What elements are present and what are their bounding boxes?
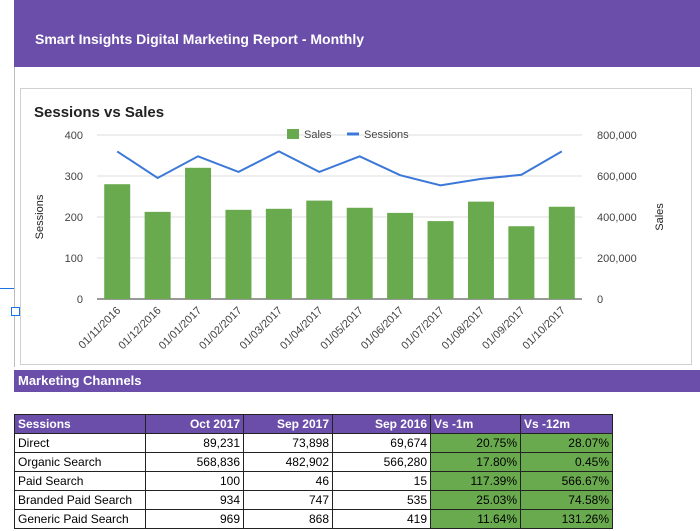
- col-header-vs-1m[interactable]: Vs -1m: [430, 414, 521, 434]
- col-header-oct-2017[interactable]: Oct 2017: [145, 414, 244, 434]
- table-header-row: Sessions Oct 2017 Sep 2017 Sep 2016 Vs -…: [14, 414, 613, 434]
- vs-1m-value[interactable]: 25.03%: [430, 490, 521, 510]
- vs-12m-value[interactable]: 131.26%: [520, 509, 613, 529]
- vs-12m-value[interactable]: 0.45%: [520, 452, 613, 472]
- vs-12m-value[interactable]: 566.67%: [520, 471, 613, 491]
- x-tick-label: 01/04/2017: [278, 305, 325, 352]
- chart-title: Sessions vs Sales: [34, 104, 164, 121]
- x-tick-label: 01/05/2017: [318, 305, 365, 352]
- sep-2017-value[interactable]: 482,902: [243, 452, 333, 472]
- x-tick-label: 01/02/2017: [197, 305, 244, 352]
- sessions-line: [116, 150, 563, 187]
- vs-1m-value[interactable]: 11.64%: [430, 509, 521, 529]
- y-tick-label: 300: [65, 171, 83, 183]
- vs-1m-value[interactable]: 20.75%: [430, 433, 521, 453]
- table-row: Organic Search 568,836 482,902 566,280 1…: [14, 452, 613, 472]
- resize-handle[interactable]: [11, 307, 20, 316]
- channels-table: Sessions Oct 2017 Sep 2017 Sep 2016 Vs -…: [14, 414, 613, 529]
- x-tick-label: 01/09/2017: [480, 305, 527, 352]
- sessions-line-layer: [116, 150, 563, 187]
- col-header-sep-2016[interactable]: Sep 2016: [332, 414, 431, 434]
- legend-sessions-label: Sessions: [364, 129, 409, 141]
- sales-bar: [306, 200, 333, 299]
- sales-bar: [144, 211, 171, 299]
- y-axis-title: Sessions: [34, 194, 46, 239]
- y-tick-label: 400: [65, 130, 83, 142]
- sep-2016-value[interactable]: 419: [332, 509, 431, 529]
- col-header-vs-12m[interactable]: Vs -12m: [520, 414, 613, 434]
- table-row: Direct 89,231 73,898 69,674 20.75% 28.07…: [14, 433, 613, 453]
- sales-bar: [387, 212, 414, 299]
- oct-2017-value[interactable]: 100: [145, 471, 244, 491]
- channel-name[interactable]: Direct: [14, 433, 146, 453]
- table-row: Generic Paid Search 969 868 419 11.64% 1…: [14, 509, 613, 529]
- sales-bar: [104, 184, 131, 299]
- chart-container[interactable]: 0 100 200 300 400 0 200,000 400,000 600,000 800,0…: [20, 88, 692, 365]
- vs-1m-value[interactable]: 117.39%: [430, 471, 521, 491]
- vs-12m-value[interactable]: 28.07%: [520, 433, 613, 453]
- channel-name[interactable]: Paid Search: [14, 471, 146, 491]
- sessions-sales-chart: 0 100 200 300 400 0 200,000 400,000 600,000 800,0…: [34, 104, 666, 352]
- vs-12m-value[interactable]: 74.58%: [520, 490, 613, 510]
- sales-bar: [265, 208, 292, 299]
- sep-2016-value[interactable]: 566,280: [332, 452, 431, 472]
- sales-bar: [508, 226, 535, 299]
- oct-2017-value[interactable]: 934: [145, 490, 244, 510]
- table-row: Paid Search 100 46 15 117.39% 566.67%: [14, 471, 613, 491]
- vs-1m-value[interactable]: 17.80%: [430, 452, 521, 472]
- x-tick-label: 01/06/2017: [359, 305, 406, 352]
- sep-2016-value[interactable]: 535: [332, 490, 431, 510]
- x-tick-label: 01/10/2017: [520, 305, 567, 352]
- oct-2017-value[interactable]: 89,231: [145, 433, 244, 453]
- y2-tick-label: 800,000: [597, 130, 637, 142]
- sales-bar: [346, 207, 373, 299]
- col-header-sep-2017[interactable]: Sep 2017: [243, 414, 333, 434]
- channel-name[interactable]: Organic Search: [14, 452, 146, 472]
- x-tick-label: 01/12/2016: [116, 305, 163, 352]
- report-title: Smart Insights Digital Marketing Report …: [35, 31, 365, 47]
- x-tick-label: 01/08/2017: [440, 305, 487, 352]
- table-row: Branded Paid Search 934 747 535 25.03% 7…: [14, 490, 613, 510]
- channel-name[interactable]: Generic Paid Search: [14, 509, 146, 529]
- sep-2017-value[interactable]: 73,898: [243, 433, 333, 453]
- sales-bar: [467, 201, 494, 299]
- sheet-divider: [14, 67, 15, 367]
- x-tick-label: 01/03/2017: [238, 305, 285, 352]
- sales-bar: [225, 209, 252, 299]
- y2-tick-label: 0: [597, 294, 603, 306]
- y2-tick-label: 600,000: [597, 171, 637, 183]
- y2-tick-label: 400,000: [597, 212, 637, 224]
- marketing-channels-band: Marketing Channels: [14, 370, 700, 392]
- legend-sales-swatch: [287, 129, 299, 139]
- legend-sales-label: Sales: [304, 129, 332, 141]
- sales-bars: [104, 167, 575, 299]
- sales-bar: [548, 206, 575, 299]
- x-tick-label: 01/07/2017: [399, 305, 446, 352]
- col-header-sessions[interactable]: Sessions: [14, 414, 146, 434]
- sales-bar: [427, 221, 454, 299]
- y-tick-label: 200: [65, 212, 83, 224]
- y2-axis-title: Sales: [654, 203, 666, 231]
- sep-2017-value[interactable]: 747: [243, 490, 333, 510]
- x-tick-label: 01/01/2017: [157, 305, 204, 352]
- sales-bar: [185, 167, 212, 299]
- sep-2017-value[interactable]: 868: [243, 509, 333, 529]
- section-title: Marketing Channels: [18, 373, 142, 388]
- report-header: Smart Insights Digital Marketing Report …: [14, 0, 700, 67]
- sep-2016-value[interactable]: 69,674: [332, 433, 431, 453]
- oct-2017-value[interactable]: 969: [145, 509, 244, 529]
- y-tick-label: 100: [65, 253, 83, 265]
- channel-name[interactable]: Branded Paid Search: [14, 490, 146, 510]
- sep-2016-value[interactable]: 15: [332, 471, 431, 491]
- y-tick-label: 0: [77, 294, 83, 306]
- sep-2017-value[interactable]: 46: [243, 471, 333, 491]
- y2-tick-label: 200,000: [597, 253, 637, 265]
- oct-2017-value[interactable]: 568,836: [145, 452, 244, 472]
- selection-line: [0, 288, 14, 289]
